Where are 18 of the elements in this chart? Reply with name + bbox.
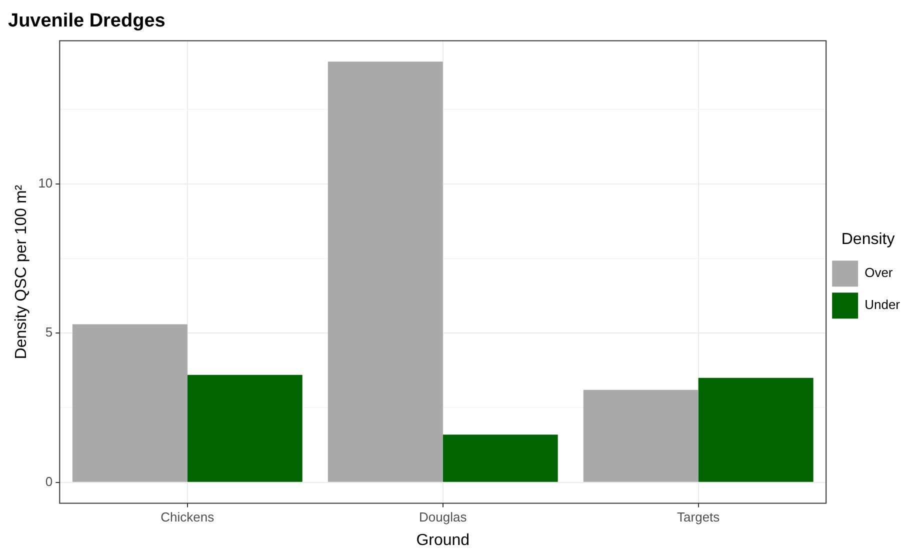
y-tick-label: 5 (45, 324, 53, 340)
legend-label: Over (864, 265, 894, 280)
y-tick-label: 10 (38, 176, 53, 191)
x-tick-label: Chickens (160, 510, 215, 525)
chart-title: Juvenile Dredges (8, 10, 166, 32)
bar (72, 324, 188, 482)
legend-title: Density (841, 230, 895, 248)
y-axis-title: Density QSC per 100 m² (13, 184, 30, 360)
bar (187, 374, 302, 482)
x-axis-title: Ground (416, 532, 470, 549)
bar (442, 434, 558, 482)
bar (698, 378, 814, 482)
x-tick-label: Douglas (419, 510, 468, 525)
x-tick-label: Targets (677, 510, 720, 525)
bar (583, 390, 698, 482)
y-tick-label: 0 (45, 474, 53, 489)
bar (328, 62, 443, 482)
legend-label: Under (864, 297, 901, 312)
